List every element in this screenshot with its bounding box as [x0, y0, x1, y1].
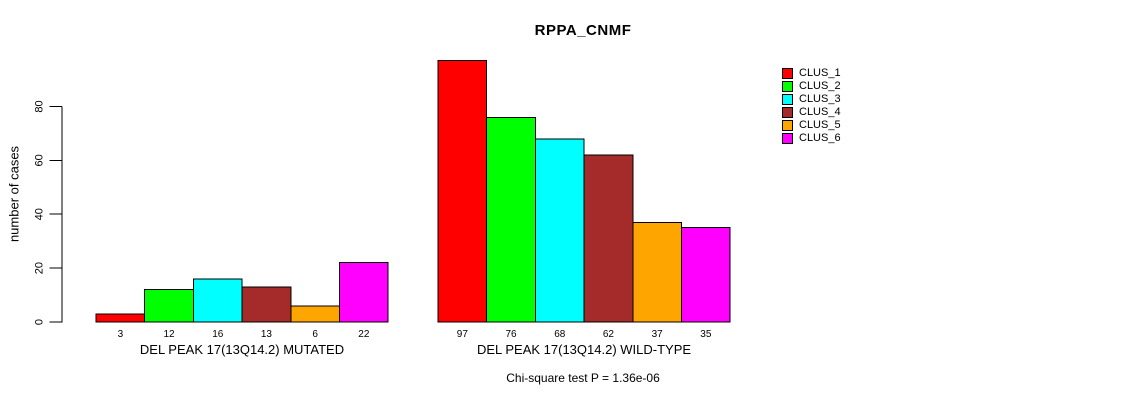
bar-value-label: 76 [505, 329, 517, 340]
legend-item: CLUS_4 [782, 106, 841, 119]
bar-clus_3-group2 [534, 138, 585, 323]
legend-color-swatch [782, 133, 793, 144]
chi-square-annotation: Chi-square test P = 1.36e-06 [506, 371, 660, 385]
legend-item-label: CLUS_2 [799, 80, 841, 92]
legend-color-swatch [782, 81, 793, 92]
y-tick-label: 20 [34, 262, 46, 274]
bar-clus_1-group1 [95, 313, 146, 323]
bar-clus_3-group1 [192, 278, 243, 323]
legend-item: CLUS_2 [782, 80, 841, 93]
legend-color-swatch [782, 107, 793, 118]
group-label-wild-type: DEL PEAK 17(13Q14.2) WILD-TYPE [476, 342, 692, 357]
y-tick-label: 60 [34, 154, 46, 166]
legend-item-label: CLUS_5 [799, 119, 841, 131]
bar-value-label: 37 [652, 329, 664, 340]
legend-item: CLUS_6 [782, 132, 841, 145]
y-tick-label: 80 [34, 100, 46, 112]
bar-clus_6-group1 [339, 262, 389, 323]
legend-item-label: CLUS_6 [799, 132, 841, 144]
legend-item: CLUS_3 [782, 93, 841, 106]
legend: CLUS_1 CLUS_2 CLUS_3 CLUS_4 CLUS_5 CLUS_6 [782, 67, 841, 145]
group-label-mutated: DEL PEAK 17(13Q14.2) MUTATED [139, 342, 345, 357]
bar-clus_4-group1 [241, 286, 292, 323]
bar-value-label: 22 [358, 329, 370, 340]
bar-clus_2-group2 [486, 116, 536, 323]
bar-value-label: 3 [118, 329, 124, 340]
legend-color-swatch [782, 120, 793, 131]
bar-clus_2-group1 [144, 289, 194, 323]
bar-value-label: 16 [212, 329, 224, 340]
bar-value-label: 13 [261, 329, 273, 340]
bar-value-label: 97 [457, 329, 469, 340]
bar-clus_4-group2 [583, 154, 634, 323]
bar-clus_5-group2 [632, 221, 682, 323]
bar-value-label: 62 [603, 329, 615, 340]
legend-item-label: CLUS_3 [799, 93, 841, 105]
legend-item: CLUS_5 [782, 119, 841, 132]
y-tick-label: 0 [34, 319, 46, 325]
bar-clus_6-group2 [681, 227, 731, 323]
bar-value-label: 6 [312, 329, 318, 340]
bar-value-label: 35 [700, 329, 712, 340]
chart-title: RPPA_CNMF [534, 22, 632, 39]
bar-clus_5-group1 [290, 305, 340, 323]
bar-value-label: 68 [554, 329, 566, 340]
legend-item: CLUS_1 [782, 67, 841, 80]
legend-color-swatch [782, 94, 793, 105]
legend-item-label: CLUS_4 [799, 106, 841, 118]
legend-item-label: CLUS_1 [799, 67, 841, 79]
bar-value-label: 12 [163, 329, 175, 340]
y-tick-label: 40 [34, 208, 46, 220]
legend-color-swatch [782, 68, 793, 79]
bar-clus_1-group2 [437, 60, 488, 323]
